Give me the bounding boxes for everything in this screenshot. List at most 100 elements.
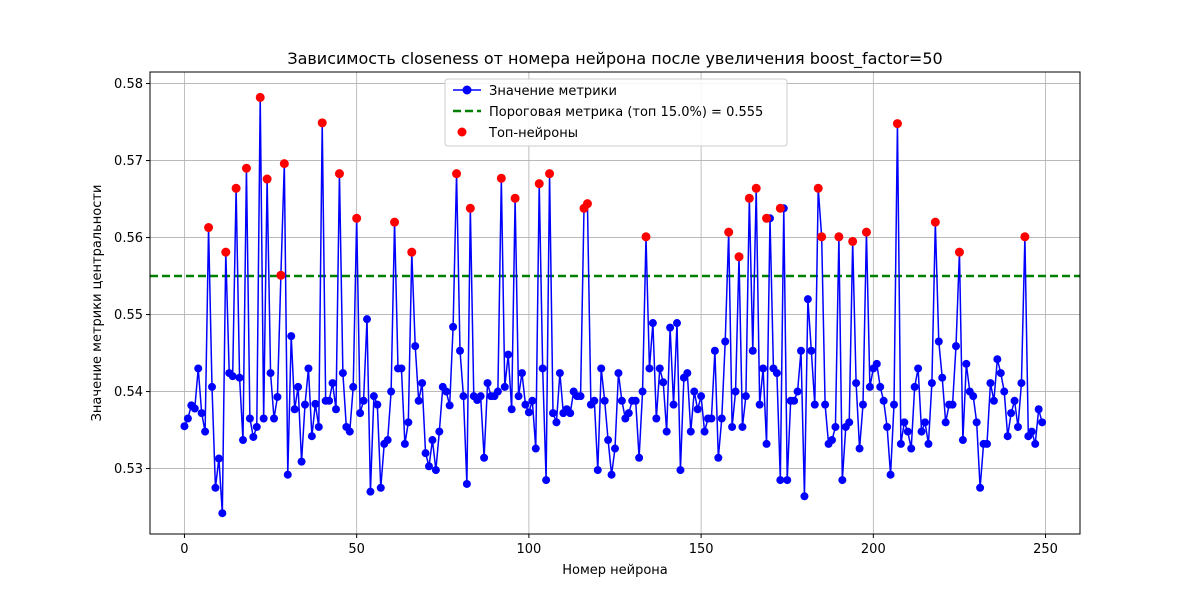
metric-point (803, 295, 812, 304)
metric-point (876, 382, 885, 391)
metric-point (673, 319, 681, 328)
y-tick-label: 0.55 (114, 308, 143, 323)
metric-point (524, 408, 533, 417)
metric-point (697, 392, 706, 401)
chart-title: Зависимость closeness от номера нейрона … (287, 49, 942, 69)
top-neuron-point (848, 236, 858, 246)
metric-point (738, 422, 747, 431)
metric-point (462, 479, 471, 488)
top-neuron-point (892, 119, 902, 129)
metric-point (345, 427, 354, 436)
metric-point (531, 444, 540, 453)
metric-point (638, 387, 647, 396)
metric-point (921, 418, 929, 427)
metric-point (311, 399, 320, 408)
metric-point (993, 355, 1002, 364)
legend-top-marker (457, 127, 467, 137)
metric-point (886, 470, 895, 479)
metric-point (428, 436, 437, 445)
metric-point (631, 396, 640, 405)
metric-point (456, 346, 464, 355)
metric-point (707, 414, 716, 423)
top-neuron-point (724, 227, 734, 237)
top-neuron-point (762, 213, 772, 223)
top-neuron-point (744, 193, 754, 203)
metric-point (445, 401, 454, 410)
legend-label-metric: Значение метрики (489, 84, 617, 99)
top-neuron-point (1020, 232, 1030, 242)
top-neuron-point (465, 203, 475, 213)
metric-point (655, 364, 664, 373)
metric-point (1003, 432, 1012, 441)
metric-point (480, 453, 489, 462)
top-neuron-point (352, 213, 362, 223)
metric-point (941, 418, 950, 427)
metric-point (201, 427, 210, 436)
metric-point (180, 422, 189, 431)
x-tick-label: 150 (689, 542, 714, 557)
top-neuron-point (775, 203, 785, 213)
metric-point (504, 350, 513, 359)
y-tick-label: 0.56 (114, 231, 143, 246)
metric-point (235, 373, 244, 382)
metric-point (865, 382, 874, 391)
metric-point (907, 444, 916, 453)
top-neuron-point (452, 169, 462, 179)
metric-point (1038, 418, 1047, 427)
metric-point (683, 369, 692, 378)
grid-lines (150, 72, 1080, 534)
top-neuron-point (734, 252, 744, 262)
metric-point (731, 387, 740, 396)
metric-point (996, 369, 1005, 378)
metric-point (807, 346, 816, 355)
metric-point (903, 427, 912, 436)
top-neuron-point (262, 174, 272, 184)
metric-point (325, 396, 334, 405)
metric-point (338, 369, 347, 378)
metric-point (952, 342, 960, 351)
metric-point (614, 369, 623, 378)
top-neuron-point (317, 118, 327, 128)
metric-point (759, 364, 768, 373)
metric-point (700, 427, 709, 436)
x-axis-label: Номер нейрона (562, 563, 668, 578)
metric-point (552, 418, 561, 427)
metric-point (855, 444, 864, 453)
metric-point (266, 369, 275, 378)
metric-point (810, 400, 819, 409)
metric-point (425, 462, 433, 471)
metric-point (690, 387, 699, 396)
metric-point (989, 396, 998, 405)
x-tick-label: 50 (348, 542, 365, 557)
y-tick-label: 0.57 (114, 154, 143, 169)
metric-point (369, 392, 378, 401)
top-neuron-point (204, 223, 214, 233)
top-neuron-point (231, 183, 241, 193)
x-tick-label: 0 (180, 542, 188, 557)
top-neuron-point (390, 217, 400, 227)
metric-point (600, 396, 609, 405)
metric-point (676, 466, 685, 475)
y-tick-label: 0.58 (114, 77, 143, 92)
metric-point (376, 483, 385, 492)
metric-point (283, 470, 292, 479)
top-neuron-point (241, 163, 251, 173)
top-neuron-point (221, 247, 231, 257)
metric-point (772, 369, 781, 378)
metric-point (883, 422, 892, 431)
metric-point (900, 418, 909, 427)
metric-point (214, 454, 223, 463)
metric-point (252, 422, 261, 431)
metric-point (1007, 409, 1016, 418)
y-axis-label: Значение метрики центральности (90, 185, 105, 422)
metric-point (872, 359, 881, 368)
metric-point (418, 379, 427, 388)
metric-point (593, 466, 602, 475)
metric-point (597, 364, 606, 373)
metric-point (917, 427, 926, 436)
metric-point (387, 387, 396, 396)
metric-point (728, 422, 737, 431)
metric-point (366, 487, 375, 496)
metric-point (645, 364, 654, 373)
